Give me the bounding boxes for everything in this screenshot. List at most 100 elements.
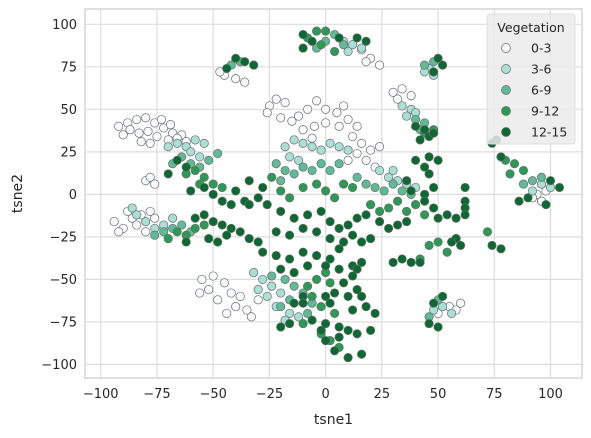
data-point <box>402 217 412 227</box>
data-point <box>141 217 151 227</box>
data-point <box>190 213 200 223</box>
data-point <box>298 223 308 233</box>
data-point <box>321 26 331 36</box>
data-point <box>325 138 335 148</box>
data-point <box>226 223 236 233</box>
data-point <box>375 206 385 216</box>
data-point <box>285 254 295 264</box>
data-point <box>204 285 214 295</box>
x-tick-label: −100 <box>83 387 119 402</box>
x-axis-label: tsne1 <box>314 412 353 428</box>
data-point <box>289 298 299 308</box>
data-point <box>325 165 335 176</box>
data-point <box>145 206 155 216</box>
y-tick-label: −50 <box>50 273 77 288</box>
data-point <box>343 155 353 165</box>
data-point <box>348 230 358 240</box>
data-point <box>361 155 371 165</box>
data-point <box>424 240 434 250</box>
data-point <box>195 288 205 298</box>
data-point <box>366 234 376 244</box>
data-point <box>204 234 214 244</box>
data-point <box>343 291 353 301</box>
data-point <box>197 274 207 284</box>
data-point <box>181 237 191 247</box>
data-point <box>289 268 299 278</box>
data-point <box>235 291 245 301</box>
data-point <box>235 227 245 237</box>
data-point <box>402 176 412 186</box>
data-point <box>541 200 551 210</box>
data-point <box>276 186 286 196</box>
data-point <box>357 291 367 301</box>
data-point <box>253 193 263 203</box>
data-point <box>231 186 241 196</box>
data-point <box>280 274 290 284</box>
data-point <box>276 206 286 216</box>
data-point <box>303 104 313 114</box>
data-point <box>280 142 290 152</box>
data-point <box>276 113 286 123</box>
data-point <box>132 114 142 125</box>
data-point <box>217 182 227 193</box>
data-point <box>438 302 448 312</box>
data-point <box>307 142 317 152</box>
data-point <box>321 319 331 329</box>
data-point <box>411 200 421 210</box>
data-point <box>536 172 547 182</box>
data-point <box>357 43 367 53</box>
data-point <box>332 108 342 118</box>
data-point <box>303 281 313 291</box>
legend-title: Vegetation <box>497 20 564 35</box>
data-point <box>357 349 367 359</box>
data-point <box>249 60 259 70</box>
data-point <box>242 305 252 315</box>
data-point <box>244 200 254 210</box>
data-point <box>325 278 335 288</box>
data-point <box>361 57 371 67</box>
data-point <box>330 288 340 298</box>
data-point <box>271 94 281 104</box>
x-tick-label: −75 <box>143 387 170 402</box>
data-point <box>271 159 281 169</box>
data-point <box>145 172 155 182</box>
data-point <box>163 142 173 152</box>
data-point <box>190 135 200 145</box>
data-point <box>307 165 317 176</box>
data-point <box>415 257 425 267</box>
data-point <box>487 240 497 250</box>
data-point <box>150 230 160 240</box>
data-point <box>325 298 335 308</box>
data-point <box>226 200 236 210</box>
data-point <box>141 227 151 237</box>
data-point <box>330 46 340 57</box>
legend-label: 6-9 <box>531 83 551 98</box>
data-point <box>307 315 317 325</box>
data-point <box>334 33 344 43</box>
legend-marker <box>501 43 511 53</box>
data-point <box>505 169 515 179</box>
data-point <box>240 77 250 87</box>
data-point <box>375 60 385 70</box>
data-point <box>316 159 326 169</box>
data-point <box>312 26 322 36</box>
data-point <box>240 57 250 67</box>
data-point <box>348 305 358 315</box>
data-point <box>271 227 281 237</box>
data-point <box>226 288 236 298</box>
data-point <box>276 322 286 332</box>
data-point <box>429 203 439 213</box>
data-point <box>352 264 362 274</box>
legend-marker <box>501 64 511 74</box>
data-point <box>339 179 349 189</box>
data-point <box>518 179 529 189</box>
data-point <box>527 176 538 186</box>
data-point <box>253 237 263 247</box>
data-point <box>343 325 353 335</box>
data-point <box>375 217 385 227</box>
data-point <box>330 193 340 203</box>
data-point <box>312 96 322 106</box>
legend-label: 12-15 <box>531 125 567 140</box>
data-point <box>114 227 124 237</box>
data-point <box>231 53 241 63</box>
